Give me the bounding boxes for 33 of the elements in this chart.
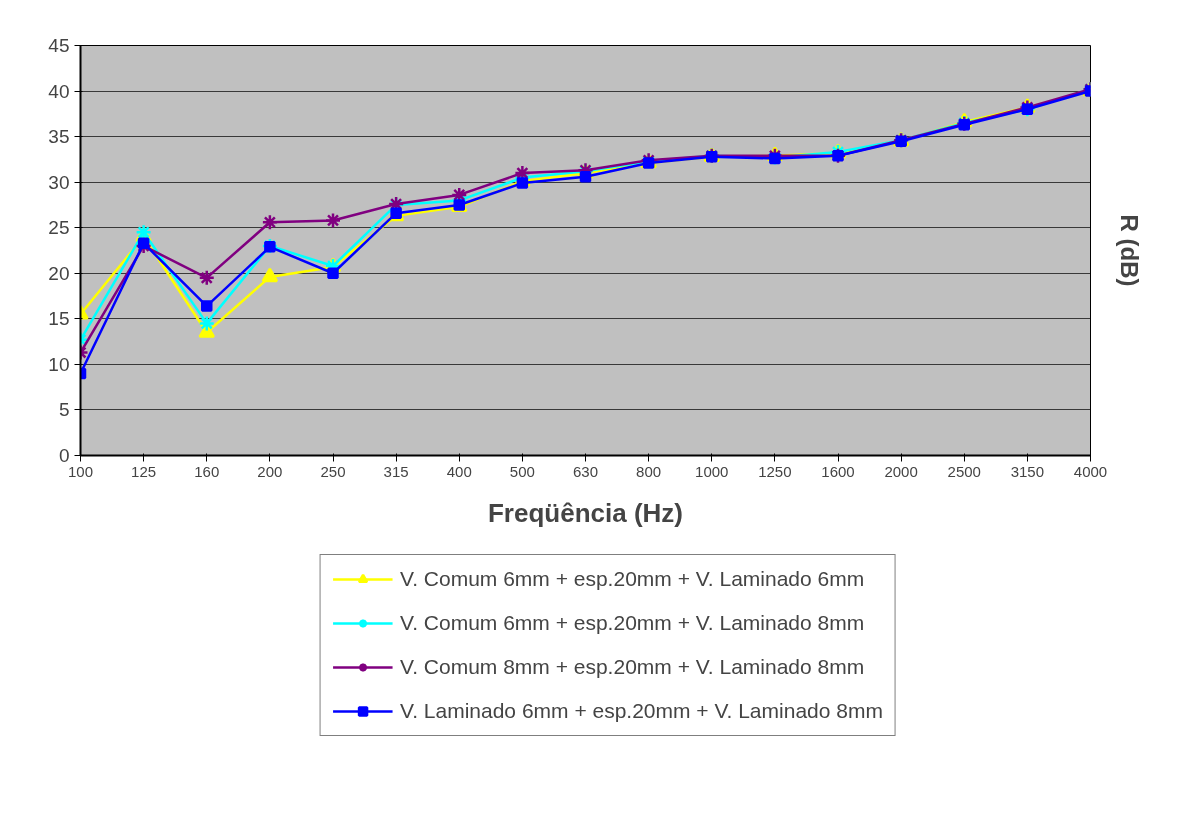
y-tick-label: 25: [48, 217, 70, 239]
y-tick-label: 10: [48, 353, 70, 375]
y-tick-label: 45: [48, 35, 70, 56]
x-tick-label: 1600: [821, 462, 855, 480]
x-tick-label: 100: [67, 462, 94, 480]
x-tick-label: 1000: [695, 462, 729, 480]
y-tick-label: 40: [48, 80, 70, 102]
x-tick-label: 250: [320, 462, 346, 480]
x-tick-label: 2000: [884, 462, 918, 480]
legend-label: V. Comum 6mm + esp.20mm + V. Laminado 8mm: [400, 611, 865, 635]
y-axis-title: R (dB): [1115, 214, 1143, 287]
x-tick-label: 125: [131, 462, 157, 480]
x-tick-label: 1250: [758, 462, 792, 480]
x-tick-label: 200: [257, 462, 283, 480]
legend-label: V. Laminado 6mm + esp.20mm + V. Laminado 8mm: [400, 699, 883, 723]
x-tick-label: 315: [383, 462, 409, 480]
x-tick-label: 500: [509, 462, 535, 480]
x-tick-label: 630: [572, 462, 599, 480]
y-tick-label: 15: [48, 308, 70, 330]
x-axis-title: Freqüência (Hz): [487, 497, 684, 528]
x-tick-label: 4000: [1073, 462, 1108, 480]
legend-label: V. Comum 6mm + esp.20mm + V. Laminado 6mm: [400, 567, 865, 591]
y-tick-label: 35: [48, 126, 70, 148]
legend-label: V. Comum 8mm + esp.20mm + V. Laminado 8mm: [400, 655, 865, 679]
x-tick-label: 800: [636, 462, 662, 480]
x-tick-label: 3150: [1010, 462, 1045, 480]
y-tick-label: 0: [58, 445, 70, 466]
y-tick-label: 20: [48, 262, 70, 284]
y-tick-label: 30: [48, 171, 70, 193]
x-tick-label: 2500: [947, 462, 981, 480]
y-tick-label: 5: [58, 399, 70, 421]
x-tick-label: 160: [194, 462, 220, 480]
x-tick-label: 400: [446, 462, 472, 480]
